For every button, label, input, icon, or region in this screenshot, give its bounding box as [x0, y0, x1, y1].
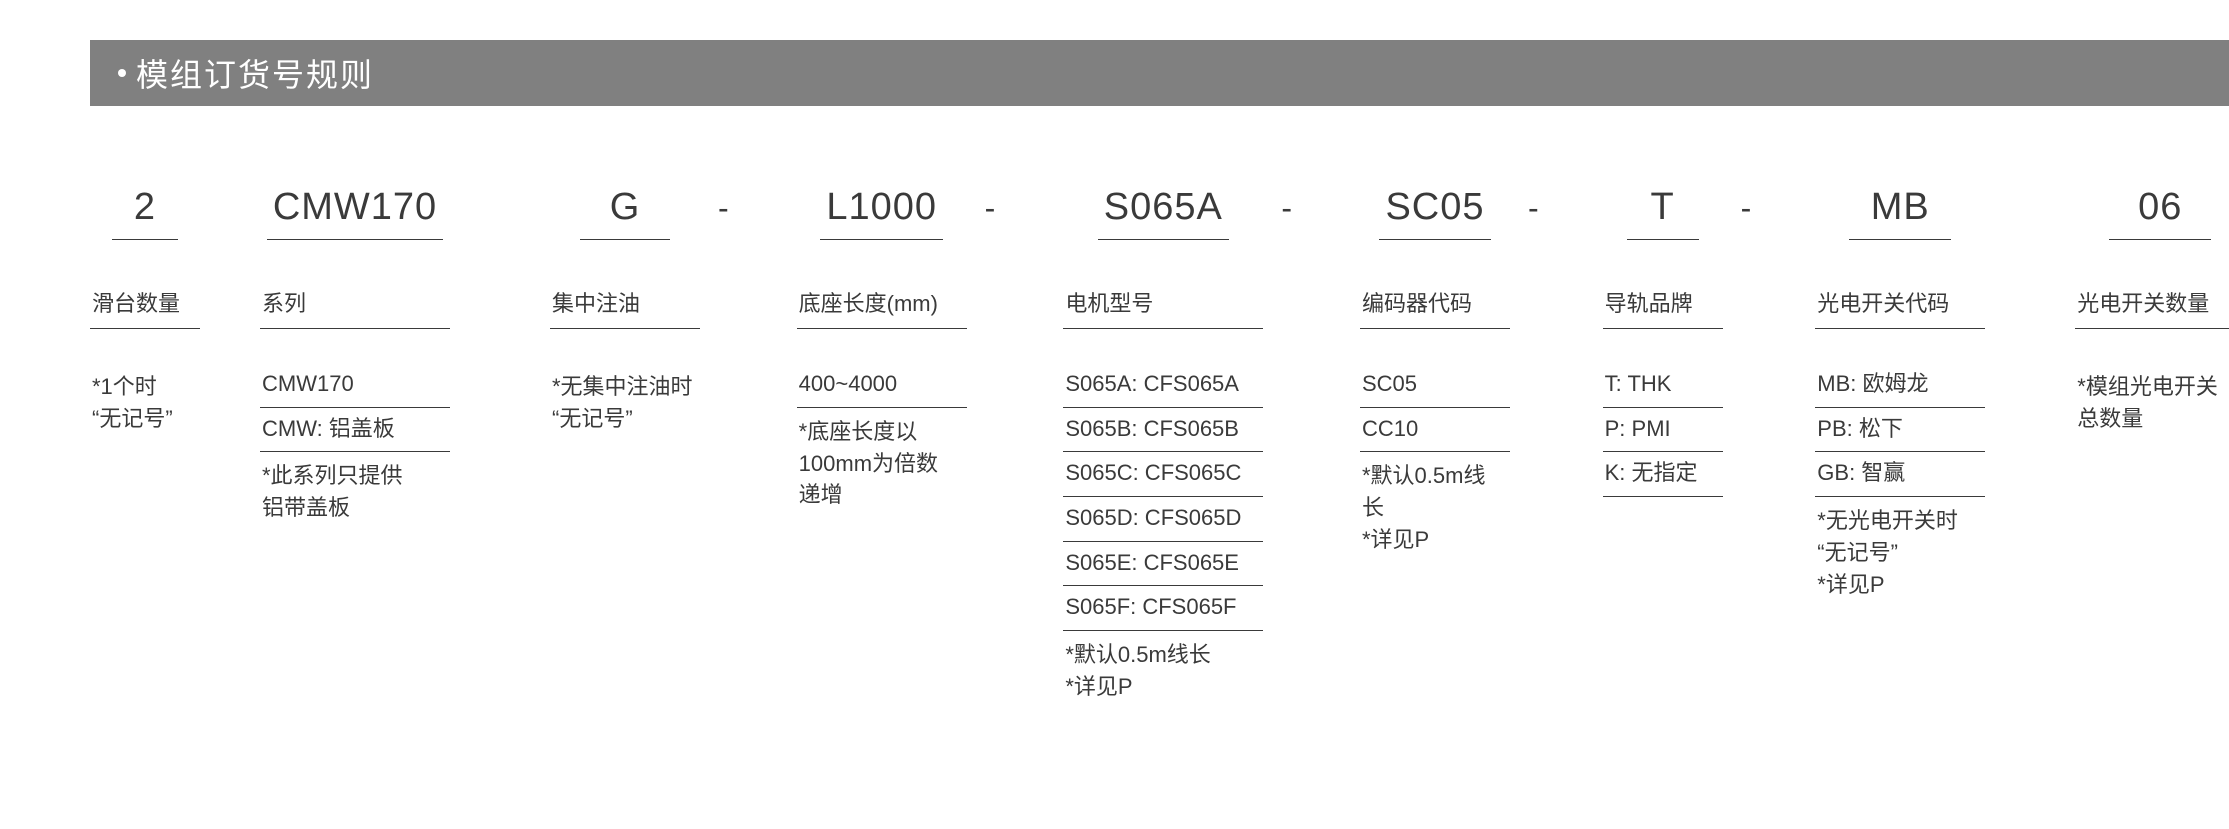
- segment-note: *底座长度以 100mm为倍数 递增: [797, 408, 967, 512]
- list-item: CMW: 铝盖板: [260, 408, 450, 453]
- list-item: S065B: CFS065B: [1063, 408, 1263, 453]
- list-item: CC10: [1360, 408, 1510, 453]
- title-text: 模组订货号规则: [136, 50, 374, 96]
- segment-note: *此系列只提供 铝带盖板: [260, 452, 450, 524]
- list-item: S065A: CFS065A: [1063, 363, 1263, 408]
- list-item: S065E: CFS065E: [1063, 542, 1263, 587]
- separator-dash: -: [1723, 186, 1770, 227]
- segment-items: T: THKP: PMIK: 无指定: [1603, 363, 1723, 497]
- list-item: S065C: CFS065C: [1063, 452, 1263, 497]
- segment-items: MB: 欧姆龙PB: 松下GB: 智赢*无光电开关时 “无记号” *详见P: [1815, 363, 1985, 601]
- separator-dash: -: [700, 186, 747, 227]
- segment: 2 滑台数量 *1个时 “无记号”: [90, 186, 200, 435]
- list-item: CMW170: [260, 363, 450, 408]
- segment: L1000 底座长度(mm) 400~4000*底座长度以 100mm为倍数 递增: [797, 186, 967, 511]
- list-item: MB: 欧姆龙: [1815, 363, 1985, 408]
- segment-items: CMW170CMW: 铝盖板*此系列只提供 铝带盖板: [260, 363, 450, 524]
- segment-note: *1个时 “无记号”: [90, 363, 175, 435]
- segment: SC05编码器代码SC05CC10*默认0.5m线 长 *详见P: [1360, 186, 1510, 556]
- segment: G 集中注油 *无集中注油时 “无记号”: [550, 186, 700, 435]
- segment-code: MB: [1849, 186, 1951, 240]
- segment-label: 集中注油: [550, 286, 700, 329]
- separator-dash: -: [1510, 186, 1557, 227]
- list-item: 400~4000: [797, 363, 967, 408]
- segment-label: 光电开关代码: [1815, 286, 1985, 329]
- segment-items: *模组光电开关 总数量: [2075, 363, 2220, 435]
- list-item: T: THK: [1603, 363, 1723, 408]
- segment-items: SC05CC10*默认0.5m线 长 *详见P: [1360, 363, 1510, 556]
- list-item: K: 无指定: [1603, 452, 1723, 497]
- segment-items: *无集中注油时 “无记号”: [550, 363, 695, 435]
- segment-code: G: [580, 186, 670, 240]
- segment: T 导轨品牌 T: THKP: PMIK: 无指定: [1603, 186, 1723, 497]
- segment-items: 400~4000*底座长度以 100mm为倍数 递增: [797, 363, 967, 511]
- segment-label: 编码器代码: [1360, 286, 1510, 329]
- segment-label: 导轨品牌: [1603, 286, 1723, 329]
- list-item: S065F: CFS065F: [1063, 586, 1263, 631]
- segment-note: *无集中注油时 “无记号”: [550, 363, 695, 435]
- segment-code: S065A: [1098, 186, 1229, 240]
- segment-code: CMW170: [267, 186, 443, 240]
- list-item: P: PMI: [1603, 408, 1723, 453]
- list-item: SC05: [1360, 363, 1510, 408]
- segment-label: 底座长度(mm): [797, 286, 967, 329]
- segment-code: T: [1627, 186, 1699, 240]
- segment-code: 2: [112, 186, 178, 240]
- segment-code: L1000: [820, 186, 943, 240]
- segment-note: *默认0.5m线长 *详见P: [1063, 631, 1263, 703]
- segment-code: SC05: [1379, 186, 1490, 240]
- list-item: PB: 松下: [1815, 408, 1985, 453]
- title-bar: 模组订货号规则: [90, 40, 2229, 106]
- segment-items: S065A: CFS065AS065B: CFS065BS065C: CFS06…: [1063, 363, 1263, 703]
- segment: 06 光电开关数量 *模组光电开关 总数量: [2075, 186, 2229, 435]
- segment-label: 电机型号: [1063, 286, 1263, 329]
- separator-dash: -: [967, 186, 1014, 227]
- segment-note: *默认0.5m线 长 *详见P: [1360, 452, 1510, 556]
- segment: MB 光电开关代码 MB: 欧姆龙PB: 松下GB: 智赢*无光电开关时 “无记号”…: [1815, 186, 1985, 601]
- segment-note: *无光电开关时 “无记号” *详见P: [1815, 497, 1985, 601]
- segment-label: 光电开关数量: [2075, 286, 2229, 329]
- segment-label: 系列: [260, 286, 450, 329]
- segment: CMW170系列CMW170CMW: 铝盖板*此系列只提供 铝带盖板: [260, 186, 450, 524]
- bullet-icon: [118, 69, 126, 77]
- segment: S065A电机型号S065A: CFS065AS065B: CFS065BS06…: [1063, 186, 1263, 703]
- segment-note: *模组光电开关 总数量: [2075, 363, 2220, 435]
- segment-items: *1个时 “无记号”: [90, 363, 175, 435]
- segment-label: 滑台数量: [90, 286, 200, 329]
- list-item: S065D: CFS065D: [1063, 497, 1263, 542]
- separator-dash: -: [1263, 186, 1310, 227]
- ordering-code-row: 2滑台数量*1个时 “无记号”CMW170系列CMW170CMW: 铝盖板*此系…: [90, 186, 2229, 703]
- segment-code: 06: [2109, 186, 2211, 240]
- list-item: GB: 智赢: [1815, 452, 1985, 497]
